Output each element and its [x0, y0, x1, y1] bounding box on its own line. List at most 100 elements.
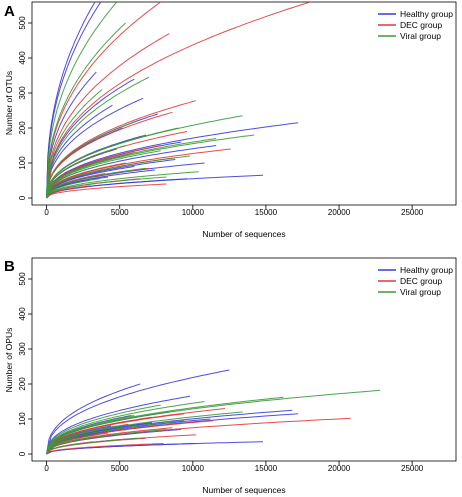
y-axis-b: 0 100 200 300 400 500	[18, 272, 32, 456]
rarefaction-curve-viral-group	[46, 162, 112, 199]
rarefaction-curve-dec-group	[46, 183, 167, 199]
rarefaction-curve-viral-group	[46, 76, 150, 199]
y-tick-label: 200	[18, 377, 27, 391]
rarefaction-curve-viral-group	[46, 420, 185, 455]
y-tick-label: 100	[18, 412, 27, 426]
rarefaction-curve-viral-group	[46, 2, 118, 199]
rarefaction-curve-dec-group	[46, 2, 161, 199]
legend-label: DEC group	[400, 276, 442, 286]
plot-frame-b	[31, 257, 457, 462]
x-tick-label: 5000	[111, 464, 129, 473]
panel-label-b: B	[4, 258, 15, 275]
rarefaction-curve-viral-group	[46, 89, 103, 199]
y-tick-label: 0	[18, 451, 27, 456]
rarefaction-curve-viral-group	[46, 404, 161, 455]
rarefaction-curve-viral-group	[46, 429, 167, 455]
rarefaction-curve-viral-group	[46, 138, 217, 199]
rarefaction-curve-healthy-group	[46, 169, 155, 199]
rarefaction-curve-dec-group	[46, 420, 214, 455]
rarefaction-curve-dec-group	[46, 417, 351, 455]
rarefaction-curve-dec-group	[46, 100, 196, 199]
rarefaction-curve-healthy-group	[46, 369, 230, 455]
rarefaction-curve-viral-group	[46, 411, 243, 455]
plot-frame-a	[31, 1, 457, 206]
rarefaction-curve-dec-group	[46, 162, 126, 199]
rarefaction-curve-healthy-group	[46, 383, 141, 455]
rarefaction-curve-healthy-group	[46, 71, 97, 199]
panel-label-a: A	[4, 3, 15, 20]
rarefaction-curve-healthy-group	[46, 2, 96, 199]
y-tick-label: 400	[18, 51, 27, 65]
x-axis-label-a: Number of sequences	[202, 229, 285, 239]
rarefaction-curve-healthy-group	[46, 395, 190, 455]
rarefaction-curve-dec-group	[46, 427, 173, 455]
y-tick-label: 500	[18, 272, 27, 286]
rarefaction-curve-viral-group	[46, 401, 205, 455]
y-tick-label: 300	[18, 86, 27, 100]
rarefaction-curve-healthy-group	[46, 159, 176, 199]
x-tick-label: 15000	[255, 464, 278, 473]
rarefaction-curve-viral-group	[46, 150, 161, 199]
rarefaction-curve-dec-group	[46, 185, 91, 199]
y-tick-label: 0	[18, 195, 27, 200]
x-tick-label: 0	[44, 208, 49, 217]
y-tick-label: 100	[18, 156, 27, 170]
rarefaction-curve-dec-group	[46, 2, 312, 199]
rarefaction-curve-healthy-group	[46, 97, 144, 199]
panel-b: B 0 5000 10000 15000 20000 25000 0 100 200 300 40…	[4, 257, 457, 495]
rarefaction-curve-healthy-group	[46, 122, 299, 199]
rarefaction-curve-viral-group	[46, 176, 167, 199]
x-tick-label: 0	[44, 464, 49, 473]
legend-label: Healthy group	[400, 265, 453, 275]
y-tick-label: 400	[18, 307, 27, 321]
rarefaction-curve-dec-group	[46, 33, 170, 199]
rarefaction-curve-viral-group	[46, 145, 126, 199]
legend-label: Healthy group	[400, 9, 453, 19]
x-tick-label: 20000	[328, 208, 351, 217]
x-axis-b: 0 5000 10000 15000 20000 25000	[44, 461, 424, 473]
rarefaction-curve-healthy-group	[46, 2, 102, 199]
rarefaction-curve-viral-group	[46, 134, 255, 199]
rarefaction-curve-dec-group	[46, 443, 164, 455]
rarefaction-curve-viral-group	[46, 171, 199, 199]
rarefaction-curve-healthy-group	[46, 104, 113, 199]
rarefaction-curve-viral-group	[46, 178, 100, 199]
legend-label: DEC group	[400, 20, 442, 30]
rarefaction-curve-viral-group	[46, 22, 126, 199]
y-tick-label: 300	[18, 342, 27, 356]
rarefaction-curve-viral-group	[46, 434, 97, 455]
y-axis-label-a: Number of OTUs	[4, 71, 14, 135]
x-tick-label: 15000	[255, 208, 278, 217]
x-tick-label: 25000	[401, 464, 424, 473]
rarefaction-curve-viral-group	[46, 437, 141, 455]
x-axis-a: 0 5000 10000 15000 20000 25000	[44, 205, 424, 217]
y-tick-label: 500	[18, 16, 27, 30]
rarefaction-curve-viral-group	[46, 425, 117, 455]
rarefaction-curve-healthy-group	[46, 409, 293, 455]
x-tick-label: 5000	[111, 208, 129, 217]
rarefaction-curve-viral-group	[46, 120, 138, 199]
x-tick-label: 10000	[182, 208, 205, 217]
rarefaction-curve-viral-group	[46, 127, 179, 199]
x-axis-label-b: Number of sequences	[202, 485, 285, 495]
y-axis-a: 0 100 200 300 400 500	[18, 16, 32, 200]
rarefaction-curve-viral-group	[46, 155, 190, 199]
rarefaction-curve-healthy-group	[46, 78, 135, 199]
rarefaction-curve-viral-group	[46, 389, 381, 455]
rarefaction-curve-dec-group	[46, 145, 161, 199]
rarefaction-curve-healthy-group	[46, 166, 135, 199]
legend-label: Viral group	[400, 31, 441, 41]
panel-a: A 0 5000 10000 15000 20000 25000 0 100 200 300 40…	[4, 1, 457, 239]
rarefaction-curve-dec-group	[46, 416, 152, 455]
legend-label: Viral group	[400, 287, 441, 297]
rarefaction-curve-viral-group	[46, 167, 147, 199]
y-axis-label-b: Number of OPUs	[4, 328, 14, 393]
curves-b	[46, 369, 381, 455]
x-tick-label: 10000	[182, 464, 205, 473]
x-tick-label: 20000	[328, 464, 351, 473]
y-tick-label: 200	[18, 121, 27, 135]
rarefaction-curve-dec-group	[46, 111, 173, 199]
